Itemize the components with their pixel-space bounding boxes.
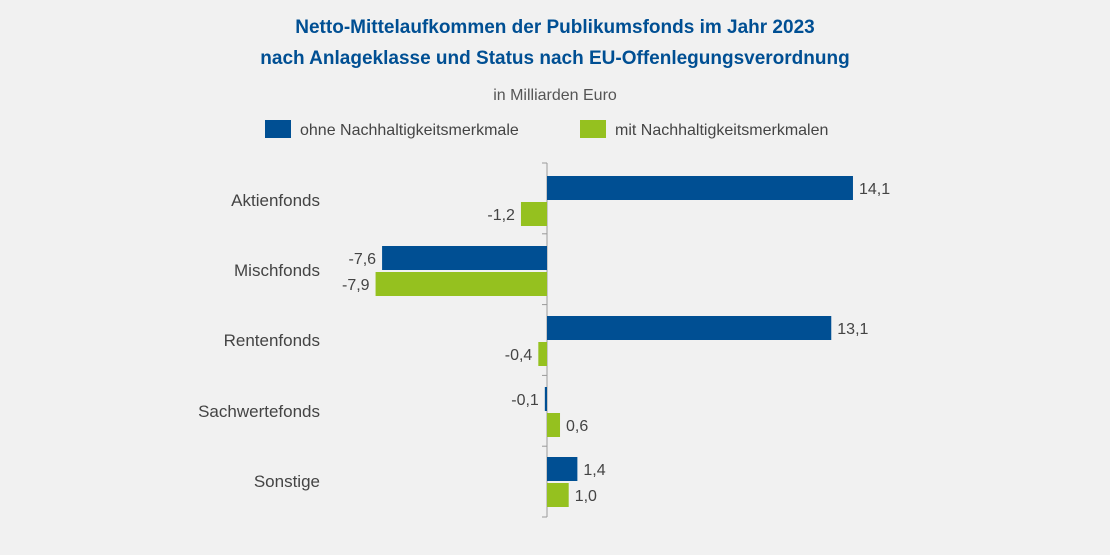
bar-mit-4 bbox=[547, 413, 561, 437]
bar-ohne-3 bbox=[547, 316, 832, 340]
bar-ohne-1 bbox=[547, 176, 853, 200]
bar-ohne-4 bbox=[544, 387, 547, 411]
bar-mit-3 bbox=[538, 342, 547, 366]
chart-title-line2: nach Anlageklasse und Status nach EU-Off… bbox=[260, 48, 849, 69]
bar-mit-1 bbox=[520, 202, 547, 226]
data-label: 13,1 bbox=[837, 321, 868, 338]
legend: ohne Nachhaltigkeitsmerkmale mit Nachhalt… bbox=[265, 120, 828, 139]
legend-label-1: ohne Nachhaltigkeitsmerkmale bbox=[300, 122, 519, 139]
data-label: 1,4 bbox=[583, 462, 605, 479]
data-label: -1,2 bbox=[487, 207, 515, 224]
legend-swatch-2 bbox=[580, 120, 606, 138]
bar-ohne-2 bbox=[382, 246, 547, 270]
category-label: Sachwertefonds bbox=[198, 402, 320, 421]
category-label: Rentenfonds bbox=[224, 331, 320, 350]
chart-title: Netto-Mittelaufkommen der Publikumsfonds… bbox=[295, 17, 814, 38]
legend-label-2: mit Nachhaltigkeitsmerkmalen bbox=[615, 122, 828, 139]
category-label: Mischfonds bbox=[234, 261, 320, 280]
data-label: -0,4 bbox=[505, 347, 533, 364]
data-label: 14,1 bbox=[859, 181, 890, 198]
data-label: 1,0 bbox=[575, 488, 597, 505]
chart-subtitle: in Milliarden Euro bbox=[493, 87, 617, 104]
bar-mit-2 bbox=[375, 272, 547, 296]
data-label: -7,6 bbox=[349, 251, 377, 268]
category-label: Sonstige bbox=[254, 472, 320, 491]
bar-mit-5 bbox=[547, 483, 569, 507]
data-label: -7,9 bbox=[342, 277, 370, 294]
data-label: 0,6 bbox=[566, 418, 588, 435]
plot-area: Aktienfonds 14,1 -1,2 Mischfonds -7,6 -7,9 Ren… bbox=[198, 162, 890, 518]
data-label: -0,1 bbox=[511, 392, 539, 409]
bar-ohne-5 bbox=[547, 457, 578, 481]
category-label: Aktienfonds bbox=[231, 191, 320, 210]
legend-swatch-1 bbox=[265, 120, 291, 138]
